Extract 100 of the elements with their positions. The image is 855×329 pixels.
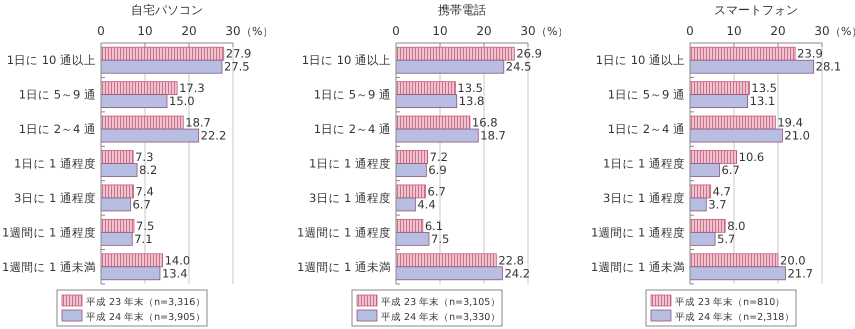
y-tick-label: 1日に 1 通程度 [14, 156, 96, 170]
bar [396, 116, 470, 130]
bar [690, 116, 776, 130]
data-label: 23.9 [797, 46, 823, 61]
data-label: 24.5 [506, 60, 532, 74]
data-label: 14.0 [164, 253, 190, 268]
data-label: 16.8 [472, 116, 498, 130]
bar [100, 46, 224, 61]
y-tick-label: 3日に 1 通程度 [603, 190, 685, 205]
x-axis-title: （%） [536, 25, 568, 38]
legend-label: 平成 23 年末（n=3,105） [381, 296, 500, 308]
bar [690, 253, 778, 268]
bar [396, 81, 456, 96]
legend-label: 平成 23 年末（n=810） [675, 296, 786, 308]
chart-title: 携帯電話 [438, 3, 486, 17]
data-label: 4.4 [417, 197, 436, 212]
bar [690, 128, 783, 142]
data-label: 7.3 [135, 150, 154, 164]
y-tick-label: 1日に 2～4 通 [608, 122, 685, 136]
bar [396, 198, 416, 212]
data-label: 7.2 [430, 150, 448, 164]
y-tick-label: 1週間に 1 通程度 [591, 225, 685, 240]
data-label: 4.7 [712, 184, 731, 198]
bar [396, 163, 427, 177]
y-tick-label: 1日に 2～4 通 [314, 122, 391, 136]
y-tick-label: 1週間に 1 通未満 [591, 260, 685, 274]
data-label: 8.0 [727, 218, 746, 233]
data-label: 7.1 [134, 232, 153, 246]
x-tick-label: 0 [97, 24, 105, 38]
y-tick-label: 1日に 10 通以上 [6, 53, 96, 68]
bar [690, 218, 726, 233]
x-tick-label: 10 [432, 24, 448, 38]
data-label: 15.0 [169, 94, 195, 108]
bar [396, 184, 426, 198]
data-label: 17.3 [179, 81, 205, 96]
bar [690, 150, 738, 164]
data-label: 5.7 [717, 232, 736, 246]
y-tick-label: 3日に 1 通程度 [309, 190, 391, 205]
bar [100, 150, 134, 164]
x-tick-label: 0 [392, 24, 400, 38]
data-label: 27.5 [224, 60, 250, 74]
data-label: 3.7 [708, 197, 727, 212]
y-tick-label: 1日に 10 通以上 [302, 53, 391, 68]
x-tick-label: 0 [686, 24, 694, 38]
data-label: 19.4 [777, 116, 803, 130]
x-tick-label: 10 [726, 24, 742, 38]
legend-label: 平成 24 年末（n=3,330） [381, 311, 500, 323]
bar [100, 81, 178, 96]
bar [100, 184, 134, 198]
legend-label: 平成 24 年末（n=2,318） [675, 311, 794, 323]
chart-title: スマートフォン [714, 3, 798, 17]
bar [396, 128, 479, 142]
data-label: 28.1 [816, 60, 842, 74]
bar [396, 60, 504, 74]
y-tick-label: 1週間に 1 通程度 [2, 225, 96, 240]
y-tick-label: 1日に 5～9 通 [608, 88, 685, 102]
y-tick-label: 1週間に 1 通未満 [297, 260, 391, 274]
bar [690, 94, 748, 108]
bar [690, 163, 720, 177]
x-axis-title: （%） [830, 25, 855, 38]
data-label: 13.8 [458, 94, 484, 108]
y-tick-label: 1週間に 1 通程度 [297, 225, 391, 240]
y-tick-label: 1週間に 1 通未満 [2, 260, 96, 274]
bar [690, 184, 712, 198]
data-label: 26.9 [516, 46, 542, 61]
chart-title: 自宅パソコン [131, 3, 203, 17]
x-axis-title: （%） [241, 25, 274, 38]
data-label: 13.1 [750, 94, 776, 108]
x-tick-label: 30 [225, 24, 241, 38]
data-label: 21.7 [787, 266, 814, 280]
bar [396, 253, 497, 268]
x-tick-label: 20 [476, 24, 492, 38]
data-label: 22.8 [498, 253, 524, 268]
bar [100, 128, 200, 142]
data-label: 22.2 [200, 128, 226, 143]
x-tick-label: 30 [814, 24, 830, 38]
bar [100, 163, 138, 177]
x-tick-label: 30 [520, 24, 536, 38]
x-tick-label: 20 [770, 24, 786, 38]
bar [690, 81, 750, 96]
data-label: 13.4 [162, 266, 188, 280]
bar [396, 94, 458, 108]
x-tick-label: 10 [137, 24, 153, 38]
data-label: 18.7 [480, 128, 506, 143]
bar [690, 198, 707, 212]
y-tick-label: 1日に 5～9 通 [18, 88, 96, 102]
data-label: 6.9 [428, 163, 447, 177]
y-tick-label: 3日に 1 通程度 [14, 190, 96, 205]
y-tick-label: 1日に 1 通程度 [603, 156, 685, 170]
data-label: 7.5 [431, 232, 450, 246]
bar [690, 232, 716, 246]
bar [396, 46, 515, 61]
y-tick-label: 1日に 10 通以上 [596, 53, 685, 68]
data-label: 6.1 [424, 218, 444, 233]
data-label: 21.0 [784, 128, 810, 143]
data-label: 7.4 [136, 184, 154, 198]
bar [100, 94, 168, 108]
bar [396, 218, 424, 233]
bar [396, 150, 428, 164]
y-tick-label: 1日に 1 通程度 [309, 156, 391, 170]
